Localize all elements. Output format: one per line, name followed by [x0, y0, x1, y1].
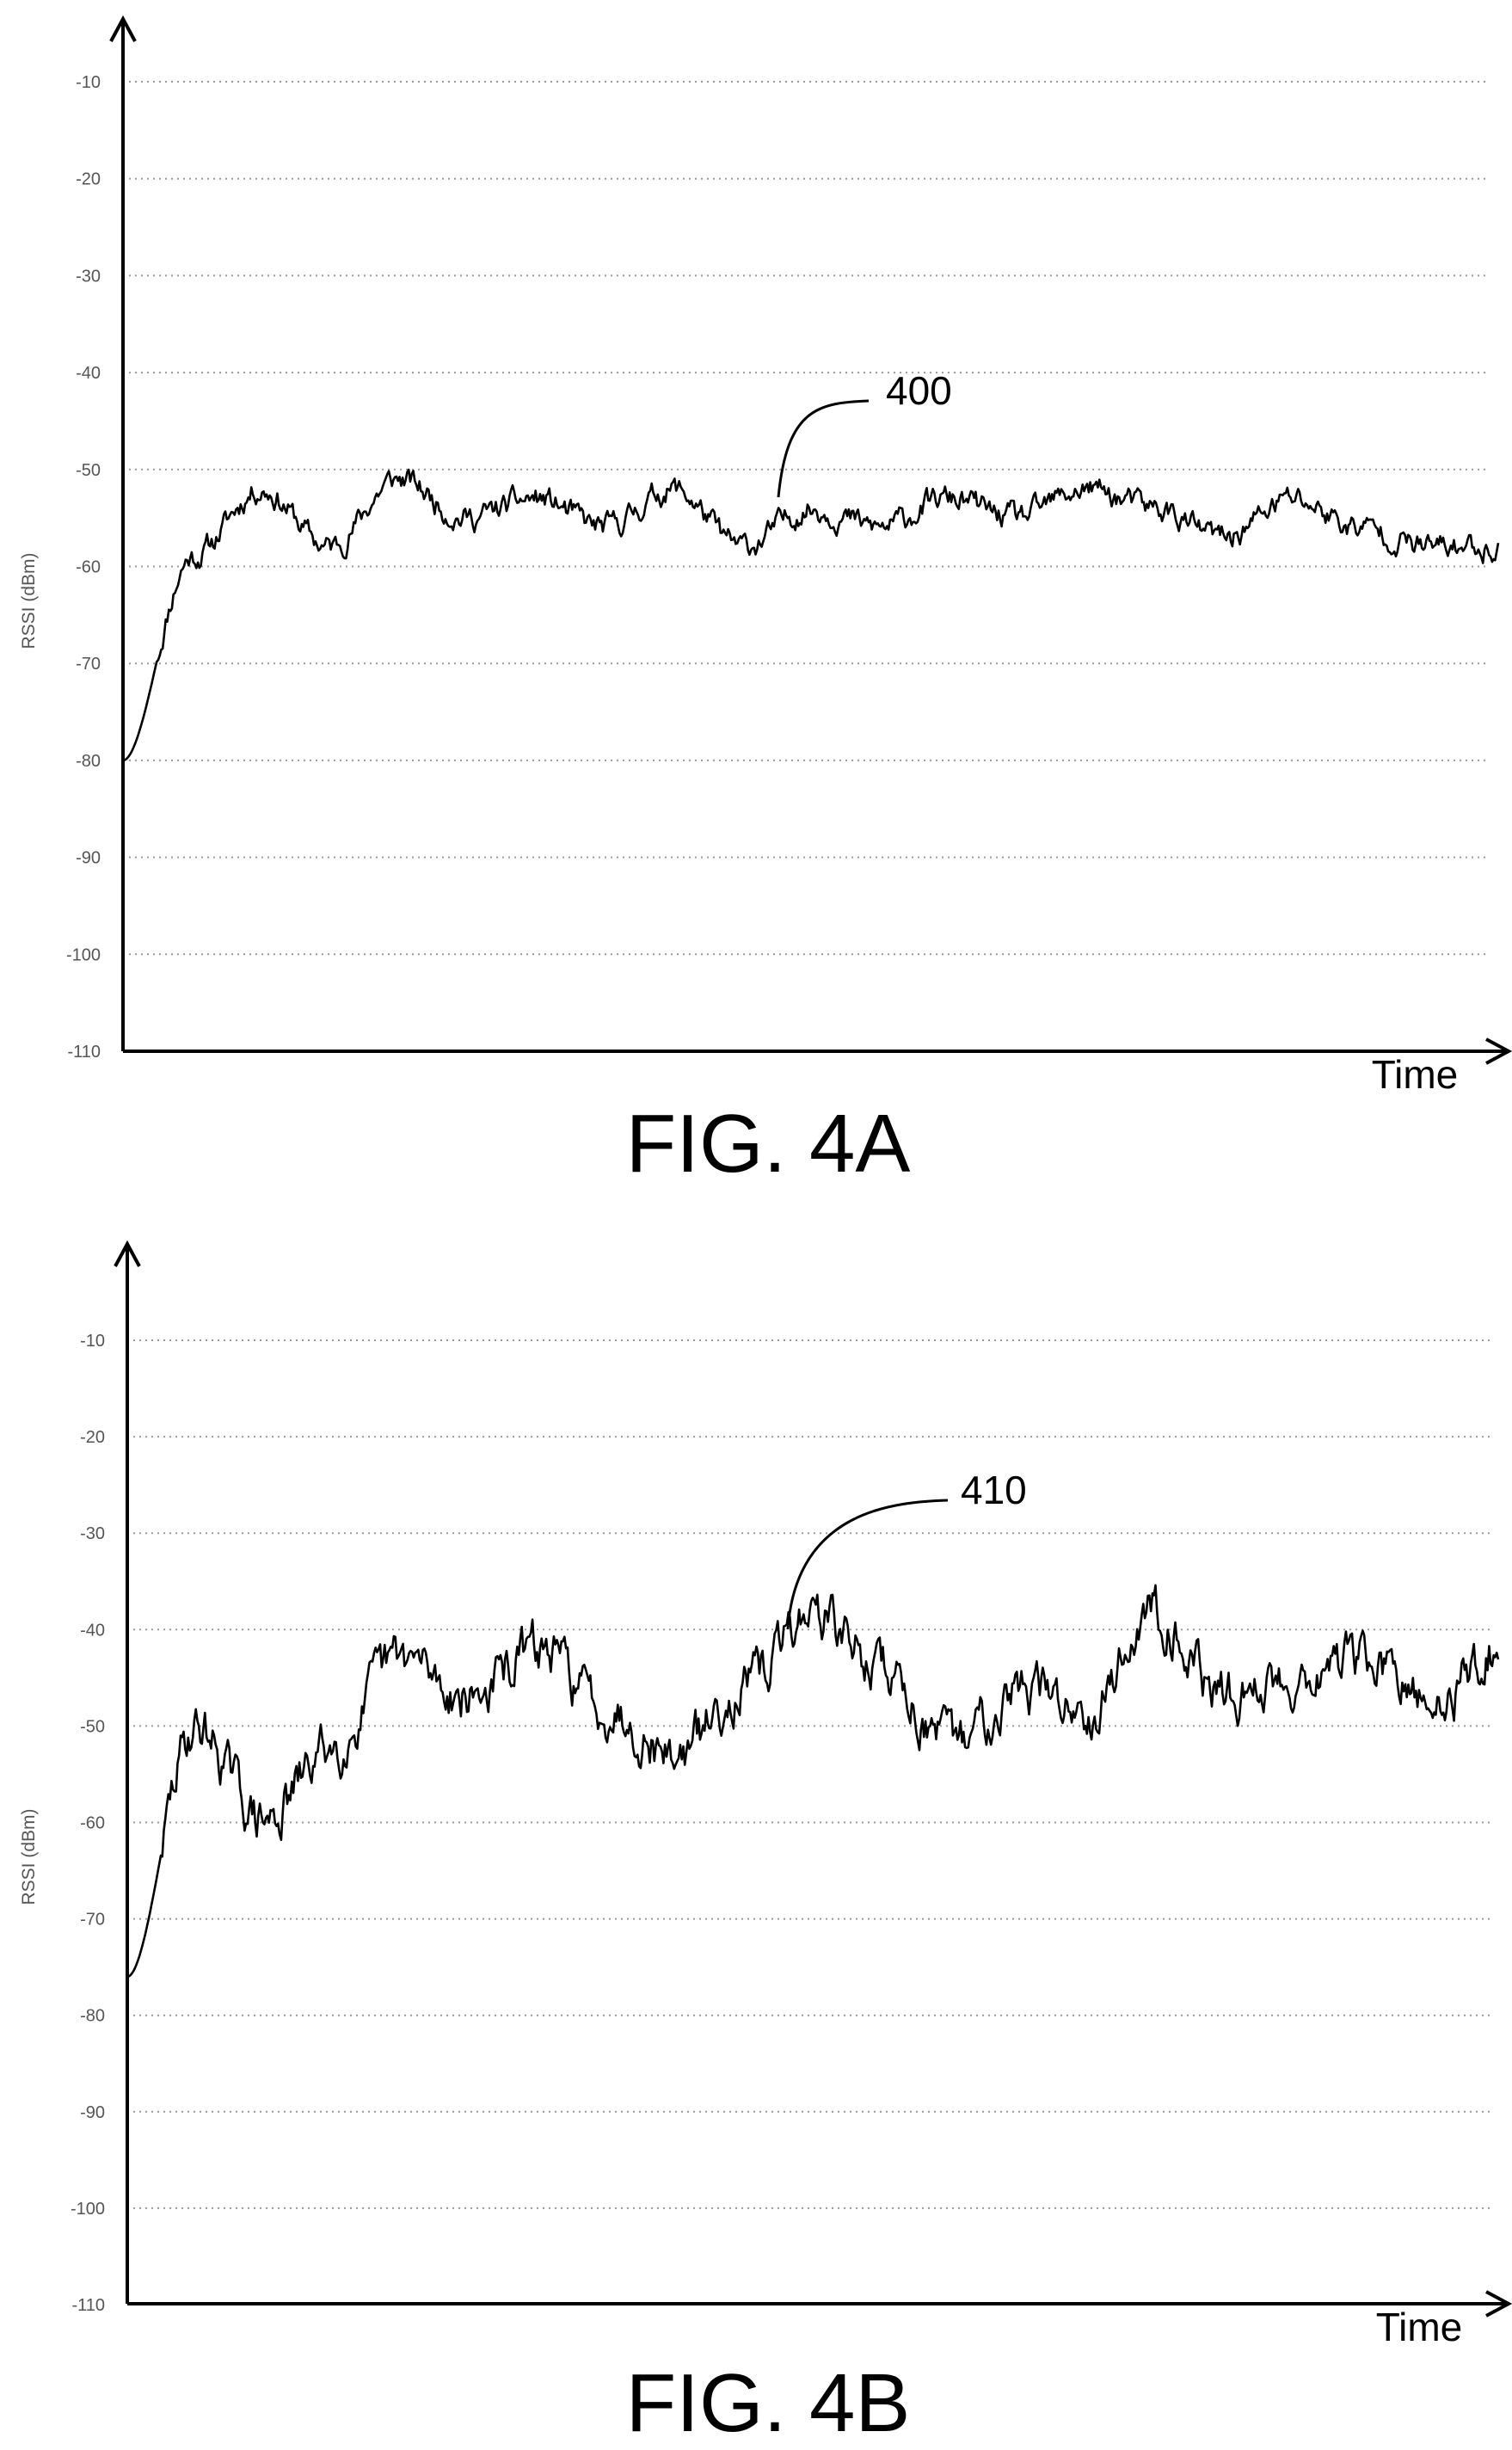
- x-axis-label: Time: [1372, 1052, 1459, 1097]
- y-tick-label: -40: [76, 364, 101, 383]
- figure-caption: FIG. 4A: [626, 1098, 911, 1190]
- y-axis-arrow: [109, 15, 137, 42]
- y-tick-label: -50: [80, 1717, 105, 1736]
- y-tick-label: -110: [67, 1043, 101, 1062]
- y-tick-label: -70: [80, 1911, 105, 1930]
- y-axis-arrow: [114, 1240, 141, 1267]
- reference-numeral: 400: [886, 368, 952, 413]
- y-tick-label: -40: [80, 1621, 105, 1640]
- y-tick-label: -90: [80, 2103, 105, 2122]
- x-axis-label: Time: [1376, 2305, 1463, 2349]
- y-tick-labels: -10 -20 -30 -40 -50 -60 -70 -80 -90 -100 -110: [66, 73, 101, 1062]
- y-tick-label: -20: [80, 1428, 105, 1447]
- y-axis-label: RSSI (dBm): [19, 552, 39, 649]
- figure-4a: -10 -20 -30 -40 -50 -60 -70 -80 -90 -100 -110 RSSI …: [19, 15, 1512, 1190]
- y-tick-label: -90: [76, 849, 101, 868]
- y-tick-label: -100: [71, 2200, 105, 2219]
- rssi-trace: [122, 468, 1500, 762]
- y-tick-label: -10: [76, 73, 101, 92]
- reference-numeral: 410: [961, 1468, 1027, 1512]
- y-tick-label: -80: [76, 752, 101, 771]
- x-axis-arrow: [1485, 2290, 1512, 2318]
- gridlines: [123, 81, 1490, 956]
- y-tick-label: -60: [80, 1814, 105, 1833]
- reference-leader-line: [786, 1499, 949, 1630]
- reference-leader-line: [777, 399, 870, 498]
- y-tick-label: -80: [80, 2007, 105, 2026]
- y-tick-label: -30: [76, 267, 101, 286]
- x-axis-arrow: [1485, 1037, 1512, 1065]
- y-tick-label: -110: [71, 2296, 105, 2315]
- chart-4a: -10 -20 -30 -40 -50 -60 -70 -80 -90 -100 -110 RSSI …: [19, 15, 1512, 1190]
- figure-4b: -10 -20 -30 -40 -50 -60 -70 -80 -90 -100 -110 RSSI …: [0, 1225, 1512, 2450]
- y-tick-label: -30: [80, 1524, 105, 1543]
- y-tick-label: -20: [76, 170, 101, 189]
- gridlines: [127, 1339, 1490, 2209]
- y-tick-label: -50: [76, 461, 101, 480]
- y-tick-label: -70: [76, 655, 101, 674]
- y-tick-label: -60: [76, 558, 101, 577]
- rssi-trace: [126, 1584, 1500, 1979]
- y-tick-label: -100: [66, 945, 101, 964]
- figure-caption: FIG. 4B: [626, 2357, 911, 2449]
- y-axis-label: RSSI (dBm): [19, 1808, 39, 1905]
- chart-4b: -10 -20 -30 -40 -50 -60 -70 -80 -90 -100 -110 RSSI …: [19, 1240, 1512, 2449]
- y-tick-labels: -10 -20 -30 -40 -50 -60 -70 -80 -90 -100 -110: [71, 1332, 105, 2315]
- y-tick-label: -10: [80, 1332, 105, 1351]
